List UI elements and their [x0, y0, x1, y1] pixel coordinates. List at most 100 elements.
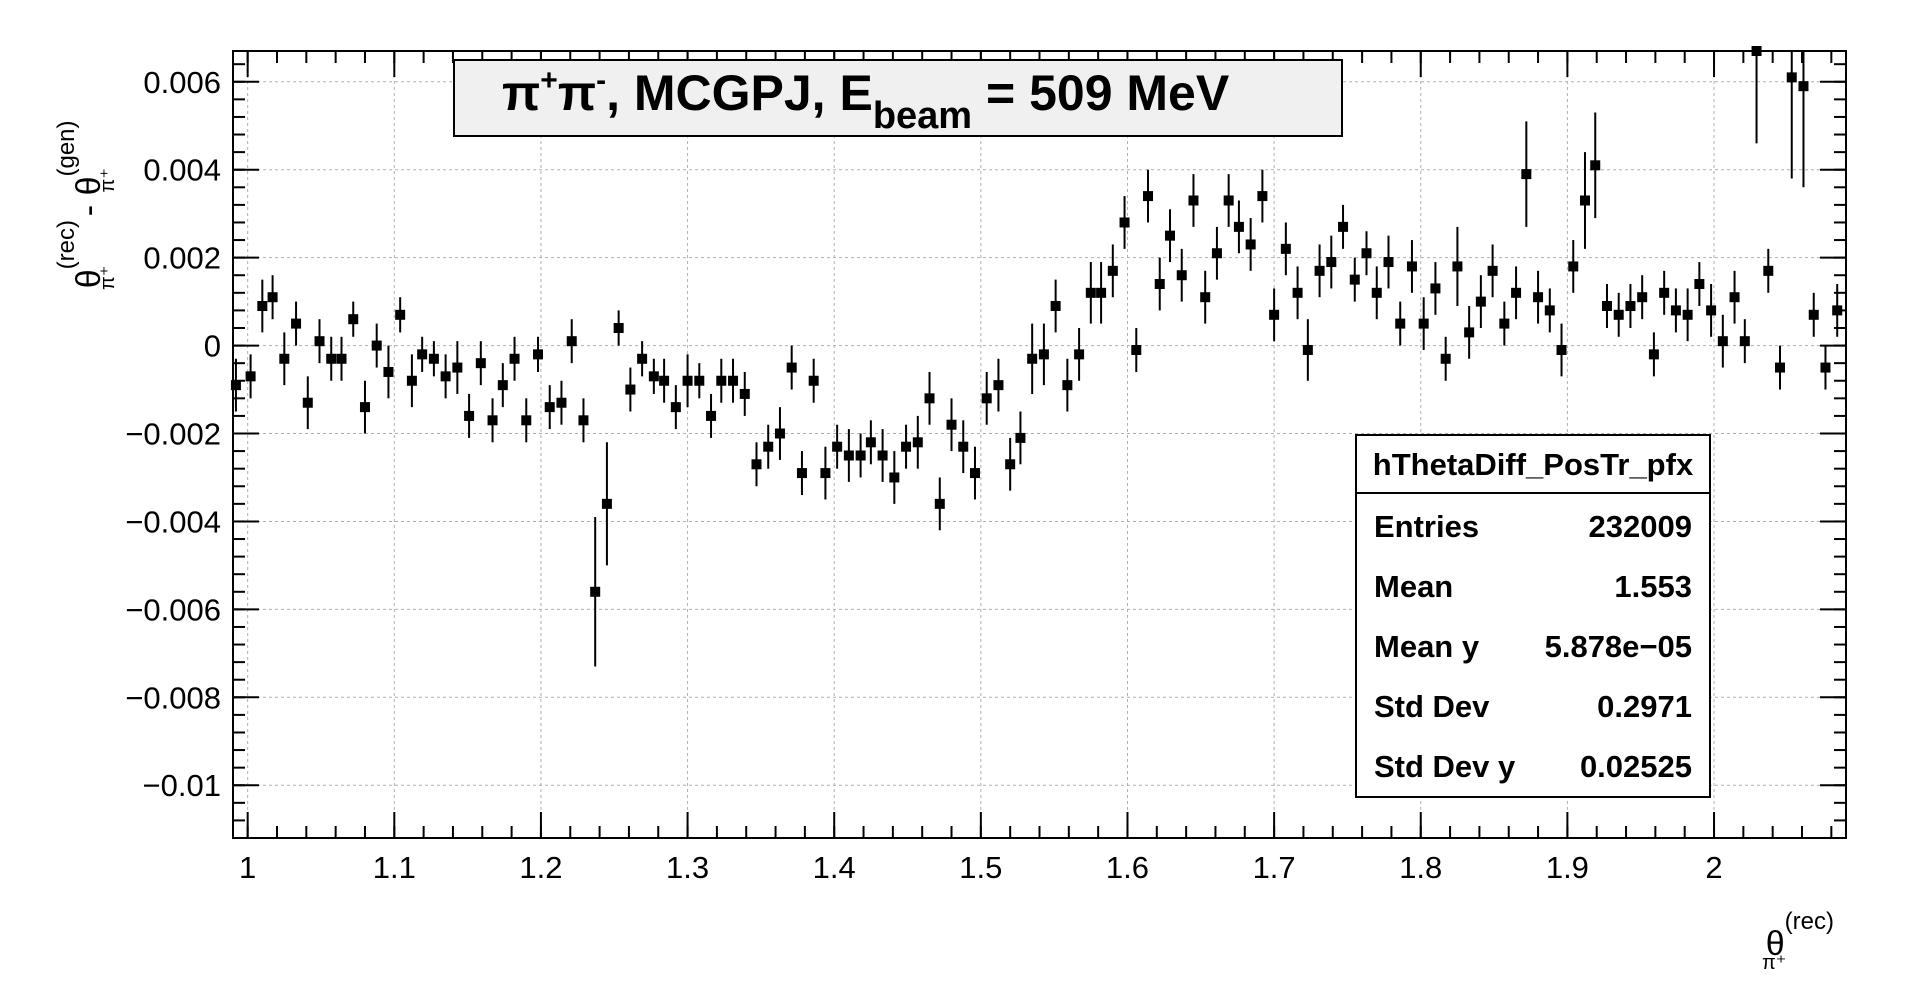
y-axis-title: θ(rec)π⁺ - θ(gen)π⁺ [53, 120, 119, 290]
data-point [1729, 292, 1740, 303]
data-point [1464, 327, 1475, 338]
data-point [1005, 459, 1016, 470]
data-point [336, 353, 347, 364]
data-point [1038, 349, 1049, 360]
data-point [843, 450, 854, 461]
data-point [613, 322, 624, 333]
data-point [1499, 318, 1510, 329]
x-axis-title-sub: π⁺ [1762, 952, 1786, 974]
data-point [1383, 257, 1394, 268]
stats-value-std-dev: 0.2971 [1597, 689, 1692, 724]
data-point [1096, 287, 1107, 298]
data-point [1637, 292, 1648, 303]
title-sup2: - [596, 64, 606, 97]
data-point [359, 402, 370, 413]
data-point [1302, 344, 1313, 355]
data-point [1440, 353, 1451, 364]
data-point [1706, 305, 1717, 316]
data-point [1717, 336, 1728, 347]
x-tick-label: 1.9 [1546, 850, 1589, 885]
chart-title: π+π-, MCGPJ, Ebeam = 509 MeV [502, 64, 1230, 137]
data-point [832, 441, 843, 452]
data-point [1406, 261, 1417, 272]
title-sup1: + [540, 64, 558, 97]
data-point [428, 353, 439, 364]
data-point [1452, 261, 1463, 272]
data-point [1292, 287, 1303, 298]
data-point [751, 459, 762, 470]
y-tick-label: −0.004 [125, 504, 221, 539]
data-point [1544, 305, 1555, 316]
x-tick-label: 2 [1705, 850, 1722, 885]
data-points [230, 46, 1843, 667]
x-axis-title-sup: (rec) [1785, 908, 1834, 935]
data-point [291, 318, 302, 329]
data-point [1601, 301, 1612, 312]
data-point [464, 410, 475, 421]
data-point [417, 349, 428, 360]
title-mid: π [558, 65, 596, 121]
y-axis-title-sub2: π⁺ [97, 168, 119, 192]
data-point [1131, 344, 1142, 355]
data-point [314, 336, 325, 347]
data-point [544, 402, 555, 413]
data-point [257, 301, 268, 312]
y-axis-title-minus: - [70, 195, 108, 225]
data-point [1533, 292, 1544, 303]
title-suffix: = 509 MeV [972, 65, 1230, 121]
data-point [383, 366, 394, 377]
data-point [1233, 221, 1244, 232]
x-tick-label: 1.1 [373, 850, 416, 885]
stats-box-frame [1355, 434, 1711, 798]
data-point [946, 419, 957, 430]
data-point [302, 397, 313, 408]
data-point [877, 450, 888, 461]
x-tick-label: 1.8 [1399, 850, 1442, 885]
data-point [1188, 195, 1199, 206]
data-point [533, 349, 544, 360]
data-point [1590, 160, 1601, 171]
data-point [993, 380, 1004, 391]
data-point [1371, 287, 1382, 298]
data-point [969, 468, 980, 479]
y-tick-label: 0.004 [143, 153, 221, 188]
data-point [1751, 46, 1762, 56]
data-point [452, 362, 463, 373]
y-axis-title-sup2: (gen) [53, 120, 80, 176]
data-point [1739, 336, 1750, 347]
data-point [1613, 309, 1624, 320]
data-point [1648, 349, 1659, 360]
data-point [637, 353, 648, 364]
data-point [1223, 195, 1234, 206]
data-point [371, 340, 382, 351]
data-point [682, 375, 693, 386]
data-point [521, 415, 532, 426]
data-point [728, 375, 739, 386]
stats-value-mean-y: 5.878e−05 [1545, 629, 1692, 664]
data-point [786, 362, 797, 373]
data-point [1625, 301, 1636, 312]
data-point [1798, 81, 1809, 92]
x-tick-label: 1 [239, 850, 256, 885]
stats-box: hThetaDiff_PosTr_pfx Entries 232009 Mean… [1355, 434, 1711, 798]
data-point [1027, 353, 1038, 364]
data-point [912, 437, 923, 448]
chart-title-box: π+π-, MCGPJ, Ebeam = 509 MeV [453, 59, 1343, 137]
data-point [796, 468, 807, 479]
data-point [1682, 309, 1693, 320]
data-point [958, 441, 969, 452]
y-tick-label: −0.002 [125, 417, 221, 452]
data-point [1015, 432, 1026, 443]
data-point [1165, 230, 1176, 241]
stats-value-std-dev-y: 0.02525 [1580, 749, 1692, 784]
stats-label-std-dev-y: Std Dev y [1374, 749, 1516, 784]
y-tick-label: −0.01 [143, 768, 221, 803]
data-point [981, 393, 992, 404]
data-point [1694, 279, 1705, 290]
y-tick-label: 0.002 [143, 241, 221, 276]
data-point [267, 292, 278, 303]
data-point [556, 397, 567, 408]
stats-value-entries: 232009 [1589, 509, 1692, 544]
data-point [1074, 349, 1085, 360]
